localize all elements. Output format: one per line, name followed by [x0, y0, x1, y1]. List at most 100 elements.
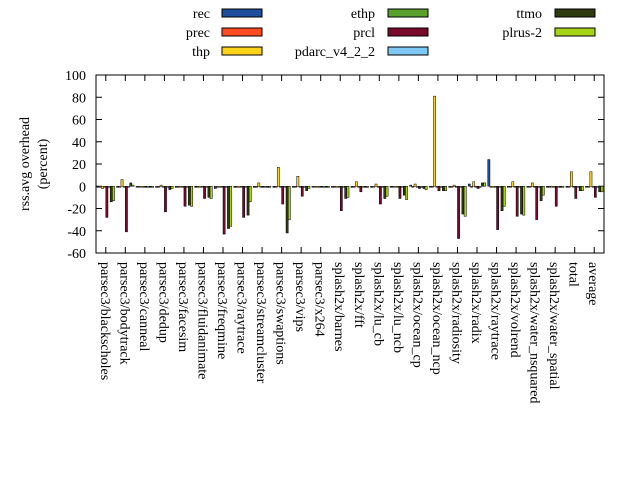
- legend-swatch: [387, 27, 429, 37]
- legend-label: ttmo: [516, 7, 542, 22]
- x-tick-label: parsec3/canneal: [136, 262, 151, 351]
- bar-ttmo: [344, 186, 348, 199]
- bar-thp: [159, 184, 163, 187]
- legend-label: prcl: [353, 26, 375, 41]
- bar-plrus-2: [229, 186, 233, 227]
- legend-label: pdarc_v4_2_2: [295, 45, 375, 60]
- bar-prcl: [242, 186, 245, 218]
- bar-prcl: [222, 186, 226, 235]
- bar-thp: [120, 179, 124, 187]
- bar-pdarc_v4_2_2: [400, 186, 404, 188]
- bar-thp: [316, 186, 319, 188]
- bar-prec: [274, 186, 278, 188]
- bar-ethp: [455, 186, 458, 188]
- bar-ethp: [357, 186, 361, 188]
- bar-rec: [253, 186, 256, 188]
- y-axis-label: rss.avg overhead: [18, 117, 33, 211]
- x-tick-label: average: [585, 262, 600, 306]
- bar-thp: [374, 183, 378, 187]
- bar-thp: [179, 186, 182, 188]
- bar-ttmo: [109, 186, 113, 203]
- bar-plrus-2: [385, 186, 389, 197]
- bar-prec: [333, 186, 337, 188]
- y-tick-label: 80: [72, 91, 86, 106]
- bar-prcl: [281, 186, 285, 205]
- bar-prcl: [379, 186, 382, 205]
- bar-prcl: [418, 186, 421, 189]
- bar-thp: [276, 167, 280, 187]
- x-tick-label: splash2x/radix: [468, 262, 483, 344]
- bar-prec: [548, 186, 551, 188]
- legend-swatch: [221, 27, 263, 37]
- bar-prcl: [437, 186, 441, 191]
- x-tick-label: parsec3/fluidanimate: [194, 262, 209, 379]
- legend-swatch: [554, 8, 596, 18]
- y-tick-label: -20: [67, 203, 86, 218]
- bar-ethp: [552, 186, 556, 188]
- y-tick-label: 100: [65, 69, 86, 84]
- bar-thp: [335, 186, 339, 188]
- bar-ttmo: [383, 186, 387, 199]
- bar-ethp: [181, 186, 185, 188]
- bar-rec: [428, 186, 432, 188]
- bar-plrus-2: [131, 184, 135, 187]
- x-tick-label: splash2x/water_nsquared: [527, 262, 542, 404]
- bar-rec: [292, 186, 295, 188]
- bars: [96, 75, 604, 253]
- bar-pdarc_v4_2_2: [127, 186, 130, 188]
- bar-pdarc_v4_2_2: [166, 186, 170, 188]
- bar-prcl: [261, 186, 265, 188]
- bar-prec: [196, 186, 200, 188]
- bar-prcl: [476, 186, 480, 189]
- bar-prcl: [359, 186, 363, 193]
- y-axis: -60 -40 -20 0 20 40 60 80 100: [65, 69, 604, 262]
- bar-prec: [177, 186, 180, 188]
- bar-ttmo: [207, 186, 211, 198]
- bar-ttmo: [442, 186, 445, 191]
- bar-plrus-2: [287, 186, 291, 220]
- bar-pdarc_v4_2_2: [107, 186, 111, 188]
- x-tick-label: total: [566, 262, 581, 287]
- bar-ethp: [318, 186, 321, 188]
- bar-plrus-2: [522, 186, 526, 216]
- legend-label: ethp: [351, 7, 375, 22]
- x-tick-label: splash2x/fft: [351, 262, 366, 328]
- bar-prec: [372, 186, 376, 188]
- bar-ttmo: [129, 182, 133, 187]
- y-tick-label: -40: [67, 225, 86, 240]
- bar-prec: [313, 186, 317, 188]
- bar-prcl: [144, 186, 148, 188]
- bar-thp: [511, 181, 515, 187]
- bar-plrus-2: [561, 186, 565, 188]
- bar-thp: [452, 184, 456, 187]
- x-tick-label: splash2x/water_spatial: [546, 262, 561, 390]
- x-tick-label: splash2x/raytrace: [488, 262, 503, 360]
- bar-prcl: [125, 186, 128, 233]
- bar-rec: [350, 186, 354, 188]
- bar-ttmo: [539, 186, 543, 201]
- bar-pdarc_v4_2_2: [361, 186, 365, 188]
- bar-prec: [138, 186, 141, 188]
- bar-ethp: [591, 186, 595, 188]
- bar-plrus-2: [151, 186, 154, 188]
- bar-ttmo: [324, 186, 328, 188]
- bar-thp: [218, 186, 222, 188]
- bar-thp: [433, 95, 436, 187]
- bar-thp: [413, 183, 417, 187]
- bar-plrus-2: [190, 186, 193, 207]
- bar-plrus-2: [248, 186, 252, 203]
- bar-rec: [448, 186, 452, 188]
- bar-ttmo: [246, 186, 250, 216]
- x-tick-label: parsec3/vips: [292, 262, 307, 332]
- y-axis-label-unit: (percent): [36, 138, 51, 189]
- x-tick-label: parsec3/bodytrack: [116, 262, 131, 365]
- bar-ttmo: [305, 186, 308, 191]
- bar-ttmo: [285, 186, 289, 234]
- bar-prec: [431, 186, 434, 188]
- bar-thp: [570, 171, 573, 187]
- x-tick-label: splash2x/ocean_cp: [409, 262, 424, 368]
- bar-rec: [174, 186, 178, 188]
- bar-ttmo: [461, 186, 465, 215]
- bar-ttmo: [403, 186, 406, 196]
- bar-rec: [546, 186, 549, 188]
